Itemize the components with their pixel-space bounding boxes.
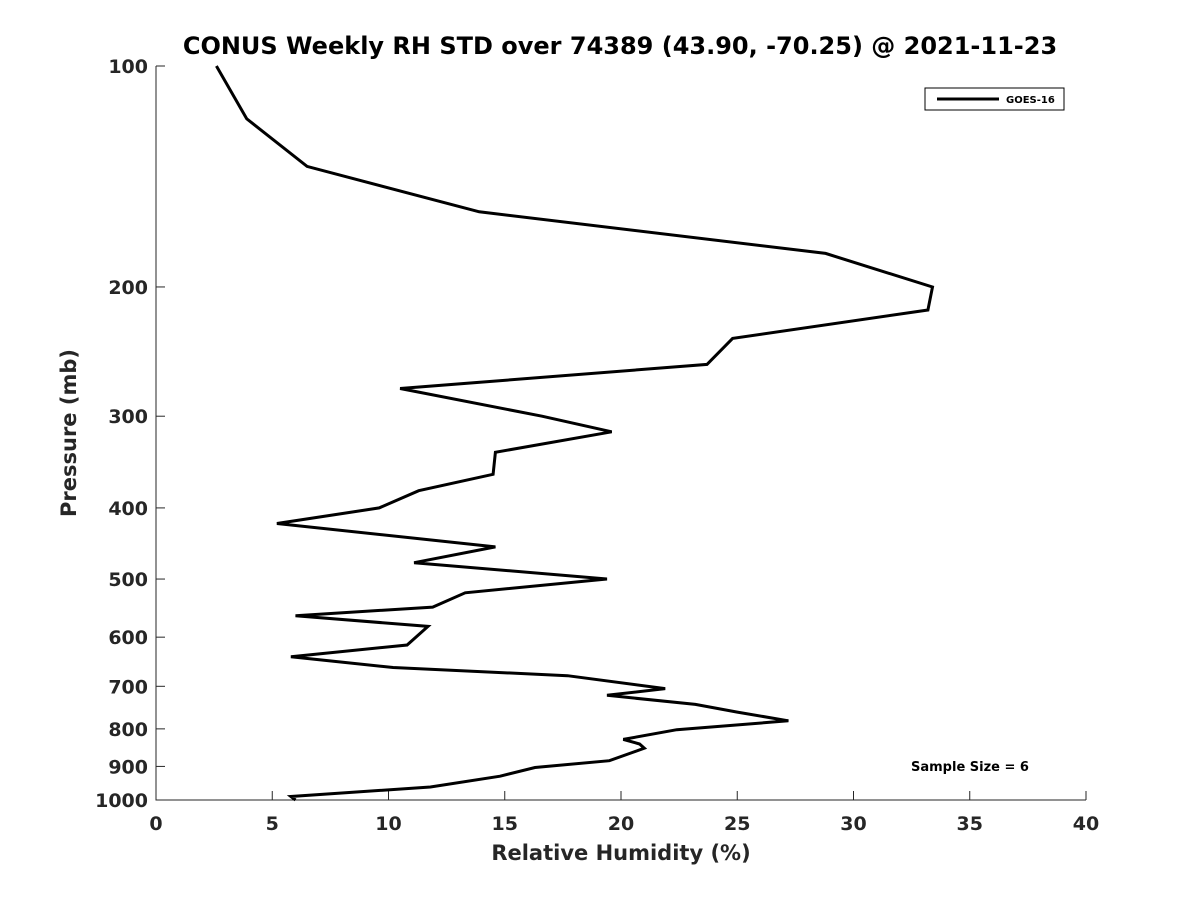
x-tick-label: 20 bbox=[608, 813, 634, 835]
y-tick-label: 500 bbox=[108, 569, 148, 591]
y-axis-label: Pressure (mb) bbox=[57, 349, 81, 517]
y-tick-label: 700 bbox=[108, 676, 148, 698]
chart-title: CONUS Weekly RH STD over 74389 (43.90, -… bbox=[183, 32, 1057, 60]
x-tick-label: 0 bbox=[149, 813, 162, 835]
x-tick-label: 35 bbox=[957, 813, 983, 835]
y-tick-label: 800 bbox=[108, 719, 148, 741]
x-axis: 0 5 10 15 20 25 30 35 40 bbox=[149, 791, 1099, 835]
y-tick-label: 1000 bbox=[95, 790, 148, 812]
x-tick-label: 5 bbox=[266, 813, 279, 835]
y-tick-label: 200 bbox=[108, 277, 148, 299]
y-axis: 100 200 300 400 500 600 700 800 900 1000 bbox=[95, 56, 165, 812]
legend: GOES-16 bbox=[924, 87, 1065, 111]
y-tick-label: 600 bbox=[108, 627, 148, 649]
plot-area: 0 5 10 15 20 25 30 35 40 100 200 300 400 500 600 700 80… bbox=[95, 56, 1099, 835]
sample-size-annotation: Sample Size = 6 bbox=[911, 760, 1029, 775]
legend-label-goes-16: GOES-16 bbox=[1006, 95, 1055, 106]
x-tick-label: 30 bbox=[840, 813, 866, 835]
x-tick-label: 40 bbox=[1073, 813, 1099, 835]
x-axis-label: Relative Humidity (%) bbox=[491, 841, 750, 865]
y-tick-label: 900 bbox=[108, 756, 148, 778]
x-tick-label: 15 bbox=[492, 813, 518, 835]
x-tick-label: 25 bbox=[724, 813, 750, 835]
y-tick-label: 100 bbox=[108, 56, 148, 78]
series-line-goes-16 bbox=[215, 65, 935, 802]
x-tick-label: 10 bbox=[375, 813, 401, 835]
y-tick-label: 400 bbox=[108, 498, 148, 520]
y-tick-label: 300 bbox=[108, 406, 148, 428]
